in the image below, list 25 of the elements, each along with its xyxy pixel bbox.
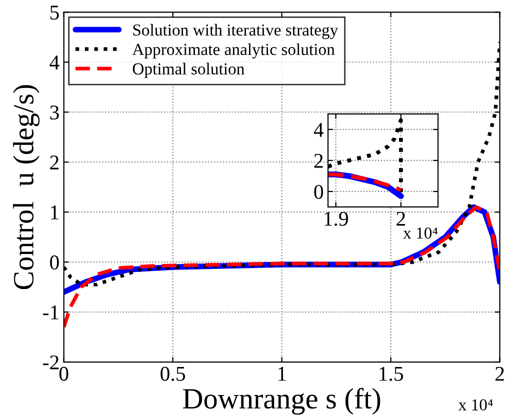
y-tick-label: 0 [314,184,324,199]
y-tick-label: 4 [314,122,324,137]
x-axis-title: Downrange s (ft) [183,388,380,415]
y-tick-label: 4 [50,56,60,70]
y-tick-label: 2 [314,154,323,168]
legend-label: Approximate analytic solution [132,43,335,59]
x-tick-label: 2 [496,366,504,381]
y-tick-label: -1 [43,306,58,320]
x-tick-label: 0 [59,366,68,381]
line-series [328,172,403,192]
legend-label: Solution with iterative strategy [133,24,338,40]
legend-label: Optimal solution [132,62,244,78]
text: x 10⁴ [458,399,493,410]
y-axis-title: Control u (deg/s) [13,85,40,290]
y-tick-label: 2 [50,156,59,170]
y-tick-label: 5 [50,6,59,20]
annotation: x 10⁴ [403,227,438,239]
y-tick-label: 0 [50,255,59,270]
x-tick-label: 0.5 [160,366,186,381]
line-series [64,205,500,329]
x-tick-label: 1.9 [324,212,348,226]
x-tick-label: 1.5 [380,366,404,381]
y-tick-label: 3 [50,106,59,120]
x-tick-label: 1 [278,366,286,381]
y-tick-label: -2 [43,355,59,370]
